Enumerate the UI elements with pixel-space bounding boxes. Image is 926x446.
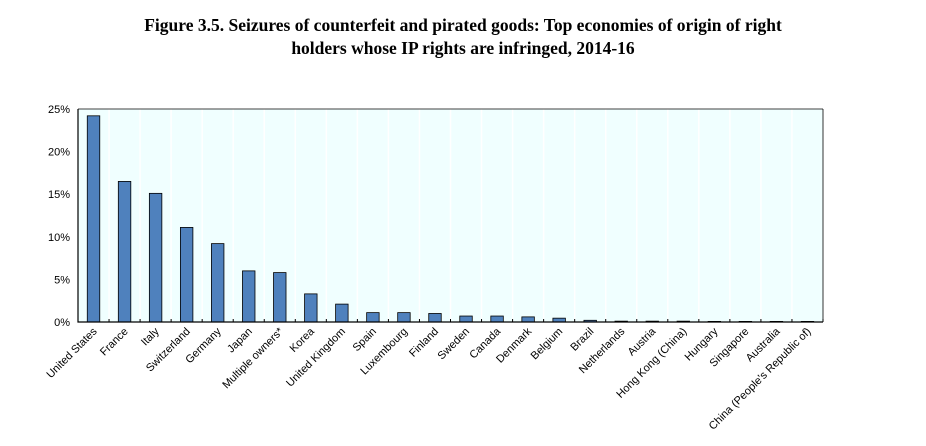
axes — [77, 109, 823, 323]
y-tick-label: 15% — [48, 189, 70, 201]
bar — [366, 312, 380, 323]
y-tick-label: 25% — [48, 104, 70, 116]
x-tick-label: Sweden — [436, 326, 473, 363]
bar — [521, 316, 535, 323]
bar — [490, 315, 504, 323]
x-tick-label: Italy — [139, 325, 162, 348]
chart-title-line1: Figure 3.5. Seizures of counterfeit and … — [144, 15, 782, 35]
y-tick-label: 20% — [48, 147, 70, 159]
x-tick-label: Belgium — [529, 326, 566, 363]
bar — [335, 303, 349, 323]
bar — [397, 312, 411, 323]
x-tick-label: Spain — [351, 326, 379, 354]
bar — [117, 181, 132, 323]
y-tick-label: 0% — [54, 317, 70, 329]
chart-title: Figure 3.5. Seizures of counterfeit and … — [0, 14, 926, 60]
chart-title-line2: holders whose IP rights are infringed, 2… — [291, 38, 635, 58]
bar — [304, 293, 318, 323]
x-tick-label: United Kingdom — [284, 326, 348, 390]
bar — [179, 227, 194, 323]
y-tick-label: 5% — [54, 274, 70, 286]
bar — [242, 270, 256, 323]
x-tick-label: Brazil — [568, 326, 596, 354]
x-tick-label: France — [98, 326, 131, 359]
x-tick-label: United States — [44, 325, 100, 381]
bar — [459, 315, 473, 323]
bar — [428, 313, 442, 323]
x-tick-label: Japan — [225, 326, 255, 356]
bar — [211, 243, 225, 323]
bar — [148, 192, 163, 323]
bar — [86, 115, 101, 323]
y-tick-label: 10% — [48, 232, 70, 244]
bar — [273, 272, 287, 323]
x-tick-label: Korea — [288, 325, 318, 355]
